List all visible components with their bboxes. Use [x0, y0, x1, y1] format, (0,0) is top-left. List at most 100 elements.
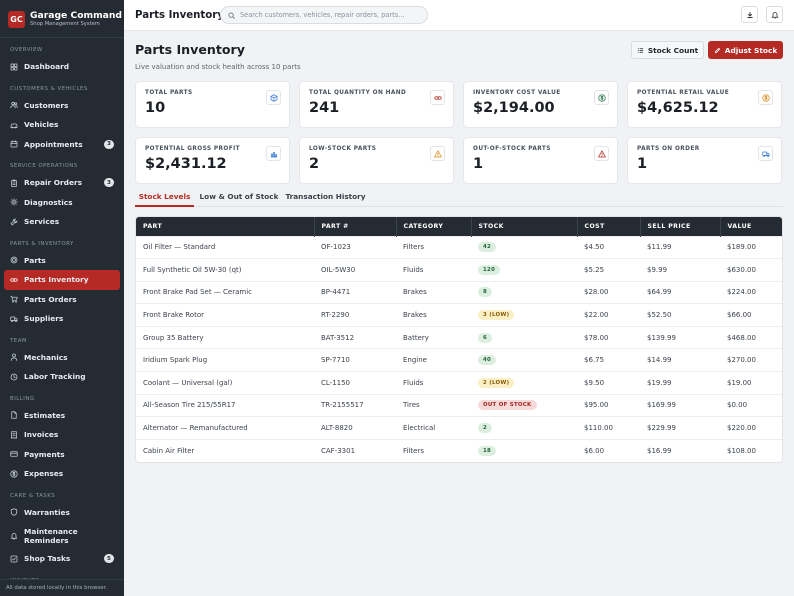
sidebar-item-label: Mechanics: [24, 352, 68, 362]
sidebar-item-payments[interactable]: Payments: [0, 445, 124, 465]
sidebar-item-parts-orders[interactable]: Parts Orders: [0, 290, 124, 310]
search-box[interactable]: [220, 6, 428, 24]
tab-stock-levels[interactable]: Stock Levels: [135, 186, 194, 207]
brand[interactable]: GC Garage Command Shop Management System: [0, 0, 124, 30]
stat-value: 10: [145, 100, 166, 116]
stat-label: Inventory Cost Value: [473, 90, 561, 96]
column-header[interactable]: Sell Price: [640, 217, 721, 236]
sidebar-item-invoices[interactable]: Invoices: [0, 425, 124, 445]
column-header[interactable]: Part #: [314, 217, 397, 236]
adjust-stock-button[interactable]: Adjust Stock: [708, 41, 783, 59]
stat-label: Parts on Order: [637, 146, 700, 152]
sidebar-item-mechanics[interactable]: Mechanics: [0, 348, 124, 368]
sidebar-item-vehicles[interactable]: Vehicles: [0, 115, 124, 135]
part-cost: $110.00: [577, 416, 640, 440]
sidebar-item-dashboard[interactable]: Dashboard: [0, 57, 124, 77]
sidebar-item-label: Suppliers: [24, 314, 64, 324]
sidebar-item-label: Parts Orders: [24, 294, 77, 304]
wrench-icon: [10, 218, 18, 226]
stat-value: $4,625.12: [637, 100, 719, 116]
stat-value: $2,194.00: [473, 100, 555, 116]
tab-low-out-of-stock[interactable]: Low & Out of Stock: [199, 192, 279, 201]
brand-logo: GC: [8, 10, 25, 28]
stock-cell: 42: [471, 235, 577, 259]
stock-cell: 8: [471, 280, 577, 304]
count-badge: 5: [104, 554, 114, 563]
sidebar-item-parts-inventory[interactable]: Parts Inventory: [4, 270, 120, 290]
table-row[interactable]: Full Synthetic Oil 5W-30 (qt) OIL-5W30 Flu…: [136, 258, 782, 282]
part-sell-price: $169.99: [640, 393, 720, 417]
table-row[interactable]: Cabin Air Filter CAF-3301 Filters 18 $6.00 $1…: [136, 438, 782, 462]
link-icon: [10, 278, 18, 282]
sidebar-item-label: Parts Inventory: [24, 275, 89, 285]
download-icon: [747, 11, 752, 18]
cube-icon: [266, 90, 281, 105]
sidebar-item-appointments[interactable]: Appointments 3: [0, 135, 124, 155]
table-row[interactable]: Oil Filter — Standard OF-1023 Filters 42 $4.…: [136, 235, 782, 259]
column-header[interactable]: Cost: [577, 217, 641, 236]
notifications-button[interactable]: [766, 6, 783, 23]
part-number: BP-4471: [314, 280, 396, 304]
part-name: Alternator — Remanufactured: [136, 416, 314, 440]
pencil-icon: [714, 47, 720, 53]
sidebar-item-services[interactable]: Services: [0, 212, 124, 232]
table-header-row: Part Part # Category Stock Cost Sell Price Val…: [136, 217, 782, 236]
check-icon: [10, 555, 18, 563]
tab-transaction-history[interactable]: Transaction History: [285, 192, 366, 201]
column-header[interactable]: Category: [396, 217, 472, 236]
warning-icon: [594, 146, 609, 161]
sidebar-item-expenses[interactable]: Expenses: [0, 464, 124, 484]
sidebar-item-parts[interactable]: Parts: [0, 251, 124, 271]
dollar-icon: [10, 470, 18, 478]
part-cost: $5.25: [577, 258, 640, 282]
sidebar-item-estimates[interactable]: Estimates: [0, 406, 124, 426]
column-header[interactable]: Value: [720, 217, 782, 236]
cube-icon: [270, 93, 277, 102]
table-row[interactable]: Front Brake Pad Set — Ceramic BP-4471 Brak…: [136, 280, 782, 304]
link-icon: [10, 276, 18, 284]
table-row[interactable]: Coolant — Universal (gal) CL-1150 Fluids 2 …: [136, 371, 782, 395]
sidebar-item-suppliers[interactable]: Suppliers: [0, 309, 124, 329]
bar-chart-icon: [270, 151, 277, 157]
column-header[interactable]: Part: [136, 217, 315, 236]
sidebar-item-labor-tracking[interactable]: Labor Tracking: [0, 367, 124, 387]
part-number: TR-2155517: [314, 393, 396, 417]
part-sell-price: $52.50: [640, 303, 720, 327]
stat-value: $2,431.12: [145, 156, 227, 172]
sidebar-item-label: Customers: [24, 100, 69, 110]
sidebar-item-label: Repair Orders: [24, 178, 83, 188]
part-name: Coolant — Universal (gal): [136, 371, 314, 395]
file-icon: [10, 411, 18, 419]
sidebar-footer: All data stored locally in this browser.: [0, 579, 124, 596]
sidebar-nav: Overview Dashboard Customers & Vehicles Cus…: [0, 37, 124, 588]
table-row[interactable]: Group 35 Battery BAT-3512 Battery 6 $78.00 $1…: [136, 325, 782, 349]
part-name: Iridium Spark Plug: [136, 348, 314, 372]
part-cost: $6.00: [577, 438, 640, 462]
table-row[interactable]: Alternator — Remanufactured ALT-8820 Elect…: [136, 416, 782, 440]
table-row[interactable]: Iridium Spark Plug SP-7710 Engine 40 $6.75 $1…: [136, 348, 782, 372]
users-icon: [10, 102, 18, 109]
search-input[interactable]: [240, 11, 420, 19]
sidebar-item-customers[interactable]: Customers: [0, 96, 124, 116]
warning-icon: [433, 149, 442, 157]
sidebar-item-diagnostics[interactable]: Diagnostics: [0, 193, 124, 213]
user-icon: [10, 353, 18, 362]
table-row[interactable]: Front Brake Rotor RT-2290 Brakes 3 (LOW) $22…: [136, 303, 782, 327]
part-value: $220.00: [720, 416, 782, 440]
sidebar-item-label: Estimates: [24, 410, 66, 420]
stock-count-button[interactable]: Stock Count: [631, 41, 704, 59]
nav-section-title: Team: [10, 337, 28, 344]
sidebar-item-shop-tasks[interactable]: Shop Tasks 5: [0, 549, 124, 569]
download-button[interactable]: [741, 6, 758, 23]
sidebar-item-maintenance-reminders[interactable]: Maintenance Reminders: [0, 522, 124, 549]
cog-icon: [10, 256, 18, 264]
sidebar-item-warranties[interactable]: Warranties: [0, 503, 124, 523]
adjust-stock-label: Adjust Stock: [724, 45, 778, 55]
column-header[interactable]: Stock: [471, 217, 578, 236]
sidebar-item-label: Labor Tracking: [24, 372, 86, 382]
table-row[interactable]: All-Season Tire 215/55R17 TR-2155517 Tires…: [136, 393, 782, 417]
stat-value: 241: [309, 100, 340, 116]
part-number: RT-2290: [314, 303, 396, 327]
sidebar-item-repair-orders[interactable]: Repair Orders 3: [0, 173, 124, 193]
truck-icon: [758, 146, 773, 161]
